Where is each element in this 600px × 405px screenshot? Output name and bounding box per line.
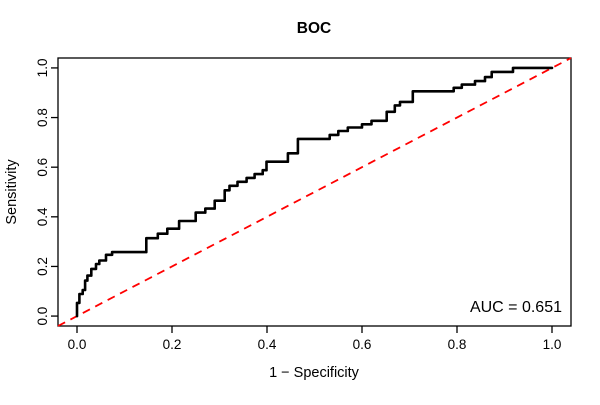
x-tick-label: 0.4	[258, 337, 277, 352]
y-axis-label: Sensitivity	[4, 159, 20, 225]
plot-title: BOC	[297, 20, 331, 37]
x-tick-label: 0.0	[68, 337, 87, 352]
auc-annotation: AUC = 0.651	[470, 299, 562, 316]
y-tick-label: 1.0	[35, 59, 50, 78]
y-tick-label: 0.6	[35, 158, 50, 177]
x-tick-label: 1.0	[543, 337, 562, 352]
y-tick-label: 0.4	[35, 207, 50, 226]
x-tick-label: 0.6	[353, 337, 372, 352]
y-axis: 0.0 0.2 0.4 0.6 0.8 1.0	[35, 59, 58, 326]
x-tick-label: 0.8	[448, 337, 467, 352]
plot-box	[57, 57, 572, 327]
y-tick-label: 0.8	[35, 108, 50, 127]
chance-diagonal-line	[57, 57, 572, 327]
x-axis-label: 1 − Specificity	[269, 365, 360, 381]
roc-curve-line	[75, 66, 554, 318]
y-tick-label: 0.0	[35, 307, 50, 326]
x-axis: 0.0 0.2 0.4 0.6 0.8 1.0	[68, 326, 562, 352]
x-tick-label: 0.2	[163, 337, 182, 352]
y-tick-label: 0.2	[35, 257, 50, 276]
